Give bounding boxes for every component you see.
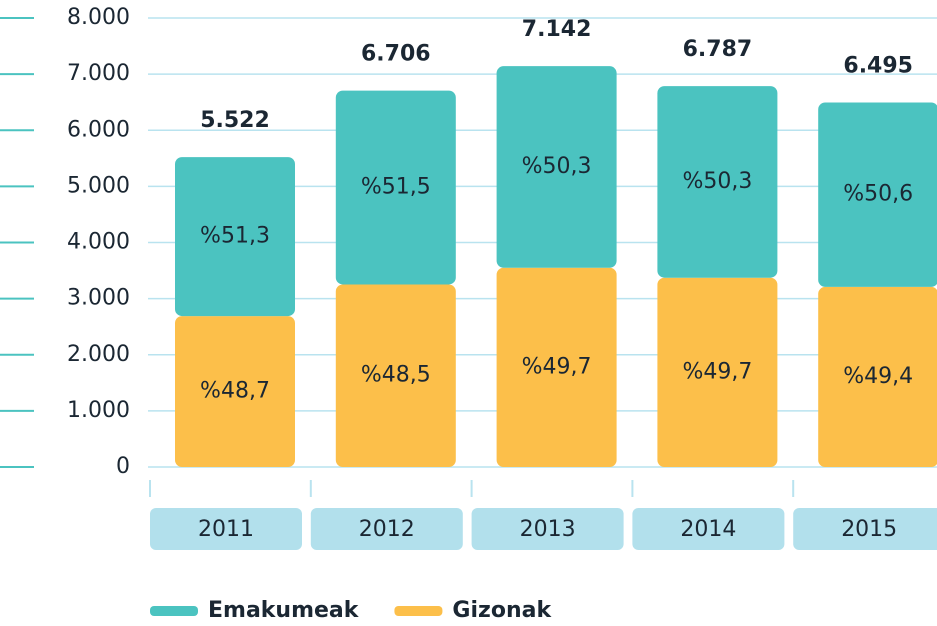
y-tick-label: 0 [116, 454, 130, 479]
total-label: 6.787 [683, 37, 753, 62]
share-label: %49,7 [522, 354, 592, 379]
x-tick-label: 2013 [520, 517, 576, 542]
bar-segment [335, 284, 456, 467]
x-tick-label: 2011 [198, 517, 254, 542]
bar-segment [657, 277, 778, 467]
share-label: %50,3 [682, 169, 752, 194]
y-tick-label: 6.000 [67, 117, 130, 142]
bar-segment [818, 102, 937, 287]
bar-segment [175, 157, 295, 317]
y-tick-label: 3.000 [67, 286, 130, 311]
bar-segment [818, 286, 937, 467]
bar-segment [175, 316, 295, 467]
legend-swatch [394, 606, 443, 616]
bar-segment [496, 66, 617, 268]
share-label: %48,5 [361, 363, 431, 388]
legend-label: Emakumeak [208, 598, 360, 623]
total-label: 6.495 [843, 53, 913, 78]
legend-swatch [150, 606, 198, 616]
category-box [632, 508, 785, 550]
total-label: 7.142 [522, 17, 592, 42]
legend-label: Gizonak [452, 598, 552, 623]
total-label: 5.522 [200, 108, 270, 133]
share-label: %50,6 [843, 182, 913, 207]
y-tick-label: 7.000 [67, 61, 130, 86]
y-tick-label: 4.000 [67, 230, 130, 255]
share-label: %51,5 [361, 175, 431, 200]
x-tick-label: 2015 [841, 517, 897, 542]
bar-segment [657, 86, 778, 278]
share-label: %49,4 [843, 364, 913, 389]
share-label: %48,7 [200, 379, 270, 404]
bar-segment [496, 267, 617, 467]
y-tick-label: 5.000 [67, 173, 130, 198]
y-tick-label: 8.000 [67, 5, 130, 30]
x-tick-label: 2012 [359, 517, 415, 542]
y-tick-label: 1.000 [67, 398, 130, 423]
category-box [471, 508, 624, 550]
share-label: %49,7 [682, 359, 752, 384]
total-label: 6.706 [361, 42, 431, 67]
category-box [310, 508, 463, 550]
x-tick-label: 2014 [680, 517, 736, 542]
bar-segment [335, 90, 456, 285]
category-box [793, 508, 937, 550]
category-box [150, 508, 302, 550]
y-tick-label: 2.000 [67, 342, 130, 367]
share-label: %51,3 [200, 224, 270, 249]
share-label: %50,3 [522, 154, 592, 179]
